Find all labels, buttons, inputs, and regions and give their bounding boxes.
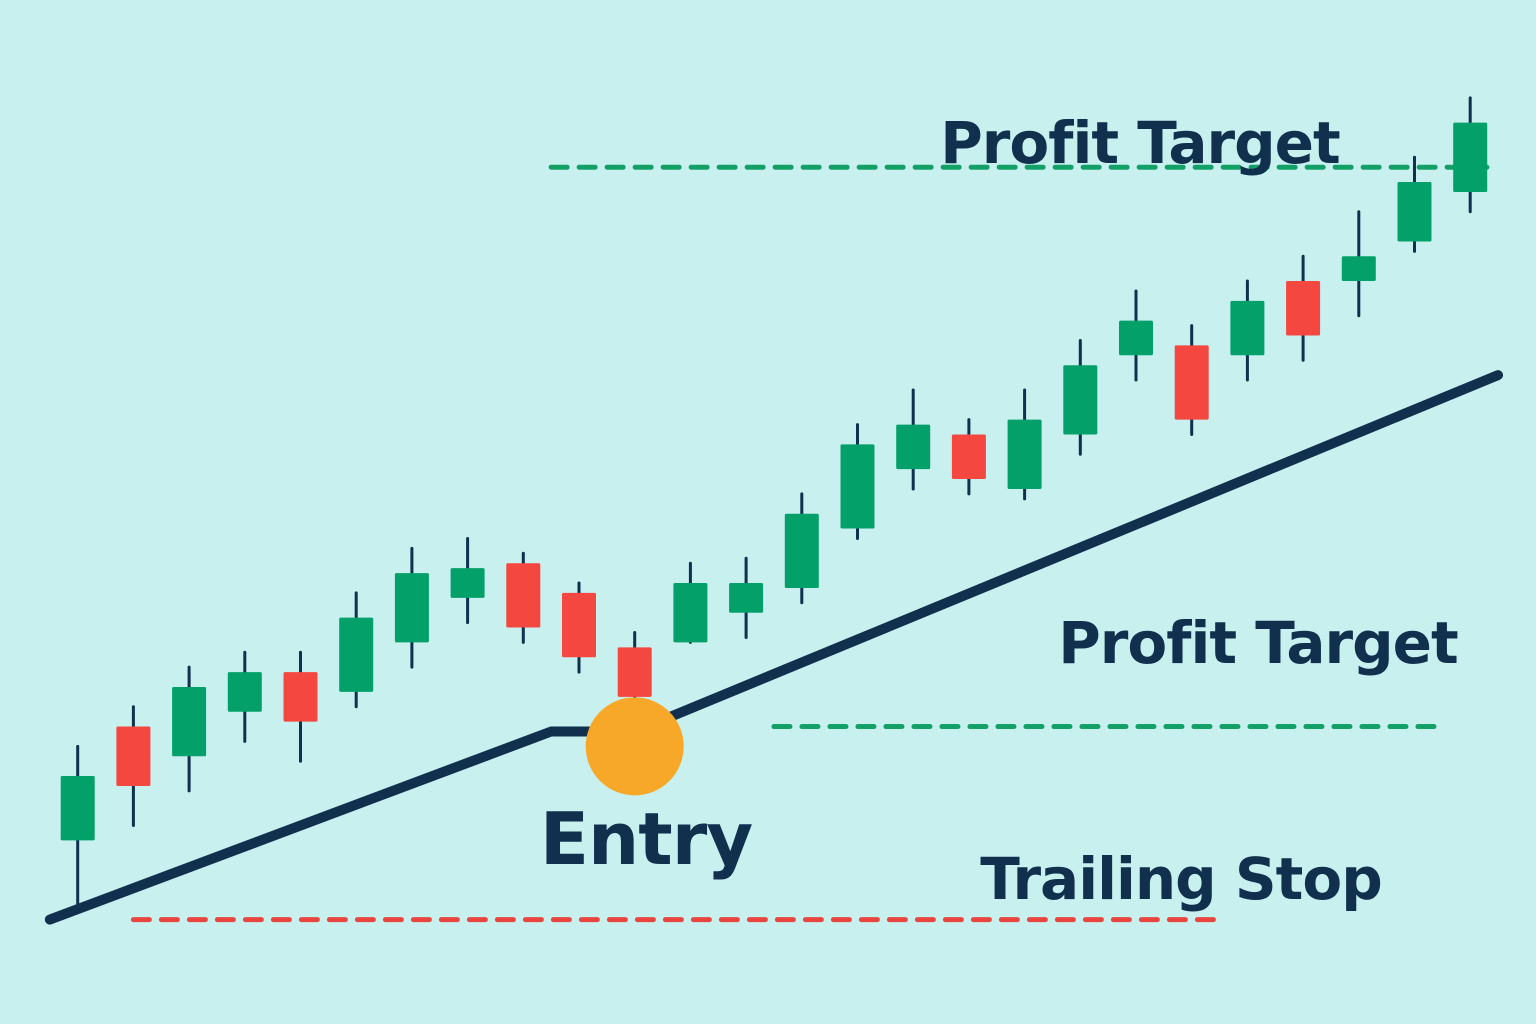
candles (60, 96, 1488, 907)
candle (1397, 155, 1432, 253)
bullish-candle-body (172, 686, 207, 757)
bullish-candle-body (1230, 300, 1265, 356)
candle (1341, 210, 1376, 318)
bearish-candle-body (1286, 281, 1321, 336)
bearish-candle-body (506, 563, 541, 628)
bullish-candle-body (339, 617, 374, 692)
bullish-candle-body (227, 672, 262, 712)
candle (951, 418, 986, 496)
entry-point-marker (585, 697, 684, 796)
candle (1286, 254, 1321, 362)
candle (394, 546, 429, 669)
bearish-candle-body (617, 647, 652, 697)
bearish-candle-body (116, 726, 151, 786)
bullish-candle-body (394, 573, 429, 643)
profit-target-lower-label: Profit Target (1058, 609, 1458, 677)
entry-label: Entry (540, 797, 752, 881)
candle (896, 388, 931, 491)
candle (1007, 388, 1042, 501)
candle (673, 561, 708, 644)
bullish-candle-body (1397, 182, 1432, 242)
candle (1174, 324, 1209, 436)
candle (729, 556, 764, 639)
candle (1063, 338, 1098, 456)
candle (562, 581, 596, 674)
bullish-candle-body (450, 568, 485, 598)
candle (784, 492, 819, 605)
candle (840, 423, 875, 540)
bearish-candle-body (283, 672, 318, 722)
bullish-candle-body (896, 424, 931, 470)
bullish-candle-body (1453, 122, 1488, 192)
trailing-stop-label: Trailing Stop (980, 845, 1381, 913)
entry-marker-group (585, 697, 684, 796)
bullish-candle-body (60, 776, 95, 841)
profit-target-upper-label: Profit Target (940, 109, 1340, 177)
candle (450, 536, 485, 625)
bullish-candle-body (1063, 365, 1098, 435)
annotation-labels: Profit Target Profit Target Entry Traili… (540, 109, 1459, 913)
bearish-candle-body (951, 434, 986, 480)
bullish-candle-body (1007, 419, 1042, 489)
candle (283, 650, 318, 763)
bearish-candle-body (562, 592, 596, 658)
bullish-candle-body (1341, 256, 1376, 282)
bullish-candle-body (840, 444, 875, 529)
candle (1453, 96, 1488, 214)
bullish-candle-body (784, 513, 819, 588)
candle (1119, 289, 1153, 382)
candle (60, 744, 95, 907)
bullish-candle-body (729, 583, 764, 613)
candle (1230, 279, 1265, 382)
candle (227, 650, 262, 743)
candle (172, 665, 207, 793)
reference-lines (130, 164, 1490, 923)
candle (116, 705, 151, 828)
bullish-candle-body (673, 583, 708, 643)
bearish-candle-body (1174, 345, 1209, 420)
candle (339, 591, 374, 709)
candle (506, 551, 541, 644)
bullish-candle-body (1119, 320, 1153, 356)
